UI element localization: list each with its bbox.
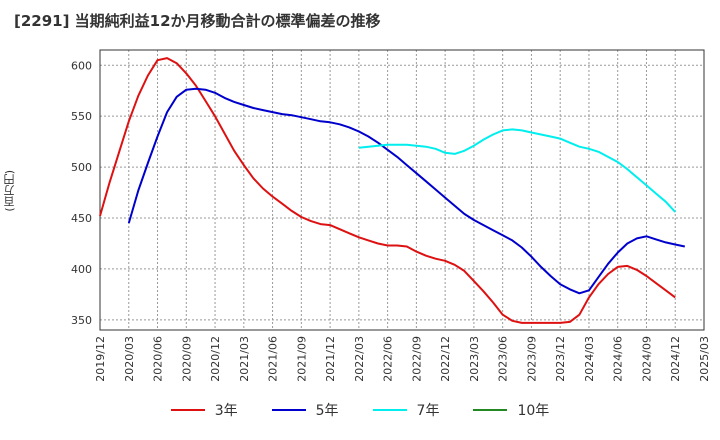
x-tick-label: 2020/12 [209, 336, 222, 382]
x-tick-label: 2024/03 [583, 336, 596, 382]
x-tick-label: 2021/03 [238, 336, 251, 382]
y-tick-label: 350 [71, 314, 92, 327]
series-lines [99, 57, 686, 324]
grid-lines [99, 50, 705, 330]
legend-label: 5年 [315, 403, 339, 419]
x-tick-label: 2023/06 [497, 336, 510, 382]
x-tick-label: 2024/06 [612, 336, 625, 382]
chart-title: [2291] 当期純利益12か月移動合計の標準偏差の推移 [14, 12, 381, 30]
x-tick-label: 2020/06 [152, 336, 165, 382]
y-tick-label: 400 [71, 263, 92, 276]
x-tick-label: 2022/12 [439, 336, 452, 382]
x-tick-label: 2022/09 [410, 336, 423, 382]
y-axis-ticks: 350 400 450 500 550 600 [71, 59, 92, 327]
x-tick-label: 2023/12 [554, 336, 567, 382]
y-tick-label: 450 [71, 212, 92, 225]
legend-swatch [271, 409, 306, 411]
series-line-5年 [127, 87, 686, 295]
legend-label: 3年 [214, 403, 238, 419]
x-tick-label: 2019/12 [94, 336, 107, 382]
y-tick-label: 550 [71, 110, 92, 123]
x-tick-label: 2023/09 [525, 336, 538, 382]
legend-swatch [372, 409, 407, 411]
x-tick-label: 2024/09 [640, 336, 653, 382]
x-tick-label: 2020/09 [180, 336, 193, 382]
x-tick-label: 2022/06 [382, 336, 395, 382]
legend-swatch [473, 409, 508, 411]
legend-item: 5年 [271, 400, 339, 420]
x-tick-label: 2022/03 [353, 336, 366, 382]
legend-label: 10年 [517, 403, 550, 419]
x-tick-label: 2023/03 [468, 336, 481, 382]
series-line-3年 [99, 57, 676, 324]
x-tick-label: 2021/09 [295, 336, 308, 382]
x-axis-ticks: 2019/12 2020/03 2020/06 2020/09 2020/12 2021/… [94, 336, 711, 382]
x-tick-label: 2025/03 [698, 336, 711, 382]
x-tick-label: 2021/06 [267, 336, 280, 382]
legend-item: 7年 [372, 400, 440, 420]
y-tick-label: 600 [71, 59, 92, 72]
legend-label: 7年 [416, 403, 440, 419]
legend-swatch [170, 409, 205, 411]
y-tick-label: 500 [71, 161, 92, 174]
legend: 3年 5年 7年 10年 [0, 400, 720, 420]
legend-item: 10年 [473, 400, 549, 420]
legend-item: 3年 [170, 400, 238, 420]
x-tick-label: 2020/03 [123, 336, 136, 382]
x-tick-label: 2021/12 [324, 336, 337, 382]
series-line-7年 [358, 128, 676, 213]
x-tick-label: 2024/12 [669, 336, 682, 382]
plot-frame [99, 49, 705, 331]
